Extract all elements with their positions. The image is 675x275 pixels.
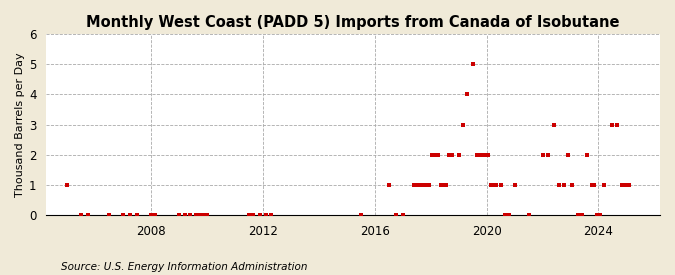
Point [416,183,427,187]
Point [202,213,213,218]
Point [480,153,491,157]
Point [150,213,161,218]
Point [612,122,622,127]
Y-axis label: Thousand Barrels per Day: Thousand Barrels per Day [15,52,25,197]
Point [429,153,440,157]
Point [390,213,401,218]
Point [586,183,597,187]
Point [195,213,206,218]
Point [248,213,259,218]
Point [413,183,424,187]
Point [582,153,593,157]
Point [467,62,478,66]
Point [255,213,266,218]
Point [462,92,472,97]
Point [554,183,565,187]
Point [537,153,548,157]
Point [592,213,603,218]
Point [572,213,583,218]
Point [589,183,599,187]
Point [491,183,502,187]
Point [132,213,142,218]
Title: Monthly West Coast (PADD 5) Imports from Canada of Isobutane: Monthly West Coast (PADD 5) Imports from… [86,15,620,30]
Point [617,183,628,187]
Point [504,213,514,218]
Point [483,153,493,157]
Point [408,183,419,187]
Point [356,213,367,218]
Point [76,213,86,218]
Point [185,213,196,218]
Point [558,183,569,187]
Point [180,213,190,218]
Point [472,153,483,157]
Point [443,153,454,157]
Point [418,183,429,187]
Point [458,122,468,127]
Point [438,183,449,187]
Point [125,213,136,218]
Point [543,153,554,157]
Point [548,122,559,127]
Point [607,122,618,127]
Point [477,153,488,157]
Point [441,183,452,187]
Point [509,183,520,187]
Text: Source: U.S. Energy Information Administration: Source: U.S. Energy Information Administ… [61,262,307,272]
Point [576,213,587,218]
Point [266,213,277,218]
Point [433,153,443,157]
Point [435,183,446,187]
Point [199,213,210,218]
Point [261,213,271,218]
Point [146,213,157,218]
Point [446,153,457,157]
Point [83,213,94,218]
Point [427,153,437,157]
Point [424,183,435,187]
Point [190,213,201,218]
Point [173,213,184,218]
Point [624,183,634,187]
Point [475,153,485,157]
Point [566,183,577,187]
Point [383,183,394,187]
Point [104,213,115,218]
Point [488,183,499,187]
Point [118,213,129,218]
Point [595,213,605,218]
Point [523,213,534,218]
Point [495,183,506,187]
Point [244,213,254,218]
Point [398,213,408,218]
Point [500,213,510,218]
Point [562,153,573,157]
Point [454,153,464,157]
Point [421,183,432,187]
Point [485,183,496,187]
Point [62,183,73,187]
Point [621,183,632,187]
Point [599,183,610,187]
